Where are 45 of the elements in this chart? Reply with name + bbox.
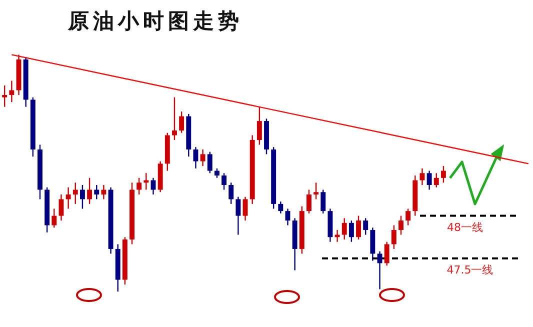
- candlestick: [172, 96, 177, 141]
- candlestick: [222, 172, 227, 190]
- chart-title: 原油小时图走势: [67, 9, 243, 33]
- candlestick: [80, 184, 85, 210]
- candlestick: [200, 148, 206, 167]
- candlestick: [101, 184, 106, 200]
- candlestick: [87, 177, 92, 205]
- candlestick: [2, 84, 8, 108]
- candlestick: [58, 194, 64, 222]
- candlestick: [278, 200, 284, 214]
- ref-line-label: 47.5一线: [446, 263, 494, 276]
- ref-line-label: 48一线: [447, 220, 483, 234]
- candlestick: [306, 189, 312, 214]
- candlestick: [9, 80, 14, 103]
- candlestick: [363, 218, 368, 236]
- candlestick: [434, 172, 439, 188]
- candlestick: [356, 215, 361, 240]
- candlestick: [384, 241, 390, 266]
- candlestick: [334, 229, 340, 242]
- candlestick: [348, 220, 354, 242]
- candlestick: [420, 168, 425, 186]
- candlestick: [370, 227, 376, 262]
- candlestick: [256, 106, 262, 146]
- candlestick: [207, 151, 212, 174]
- candlestick: [314, 182, 319, 200]
- candlestick: [179, 110, 184, 134]
- candlestick: [242, 196, 248, 222]
- candlestick: [406, 208, 411, 226]
- candlestick: [391, 224, 396, 250]
- candlestick: [440, 165, 446, 184]
- candlestick: [66, 186, 71, 210]
- candlestick: [228, 182, 234, 205]
- candlestick: [426, 170, 432, 190]
- candlestick: [72, 182, 78, 205]
- candlestick: [320, 189, 326, 214]
- candlestick: [136, 177, 142, 196]
- candlestick: [193, 146, 198, 170]
- candlestick: [377, 250, 382, 290]
- candlestick: [94, 184, 100, 200]
- candlestick: [214, 168, 220, 178]
- candlestick: [285, 208, 290, 226]
- candlestick: [398, 215, 404, 236]
- candlestick: [342, 218, 347, 240]
- candlestick: [52, 208, 57, 228]
- candlestick: [236, 196, 241, 236]
